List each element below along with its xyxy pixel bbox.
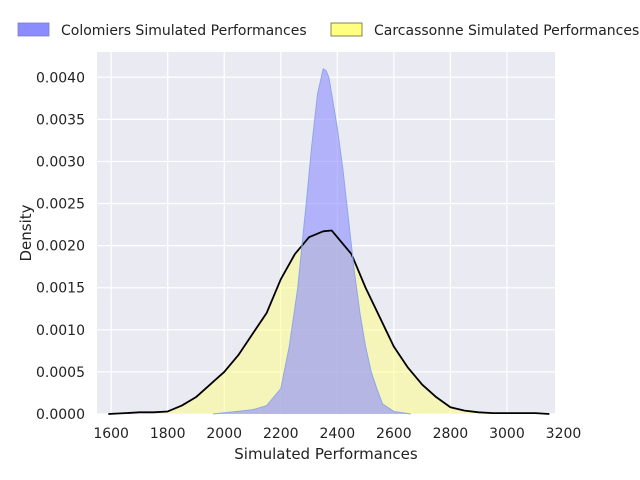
x-tick-label-3: 2200 <box>263 426 299 442</box>
legend-label-1: Carcassonne Simulated Performances <box>374 23 639 39</box>
x-tick-label-0: 1600 <box>93 426 129 442</box>
x-axis-label: Simulated Performances <box>234 445 418 463</box>
legend-swatch-0 <box>17 22 50 37</box>
legend-label-0: Colomiers Simulated Performances <box>61 23 307 39</box>
y-axis-ticks: 0.0000 0.0005 0.0010 0.0015 0.0020 0.0025 0.00… <box>36 70 85 423</box>
y-tick-label-4: 0.0020 <box>36 239 85 255</box>
y-tick-label-7: 0.0035 <box>36 112 85 128</box>
series-layer <box>108 68 550 415</box>
x-tick-label-7: 3000 <box>489 426 525 442</box>
legend: Colomiers Simulated Performances Carcasso… <box>17 22 639 39</box>
y-tick-label-8: 0.0040 <box>36 70 85 86</box>
series-line-0 <box>212 68 411 415</box>
y-tick-label-6: 0.0030 <box>36 154 85 170</box>
y-tick-label-3: 0.0015 <box>36 281 85 297</box>
series-line-1 <box>108 229 550 415</box>
x-tick-label-6: 2800 <box>433 426 469 442</box>
x-tick-label-5: 2600 <box>376 426 412 442</box>
x-tick-label-2: 2000 <box>206 426 242 442</box>
series-area-0 <box>212 68 411 414</box>
x-axis-ticks: 1600 1800 2000 2200 2400 2600 2800 3000 3200 <box>93 426 581 442</box>
x-tick-label-8: 3200 <box>546 426 582 442</box>
x-tick-label-4: 2400 <box>319 426 355 442</box>
y-tick-label-0: 0.0000 <box>36 407 85 423</box>
y-tick-label-5: 0.0025 <box>36 197 85 213</box>
y-axis-label: Density <box>17 204 35 261</box>
legend-swatch-1 <box>330 22 363 37</box>
x-tick-label-1: 1800 <box>150 426 186 442</box>
y-tick-label-2: 0.0010 <box>36 323 85 339</box>
y-tick-label-1: 0.0005 <box>36 365 85 381</box>
